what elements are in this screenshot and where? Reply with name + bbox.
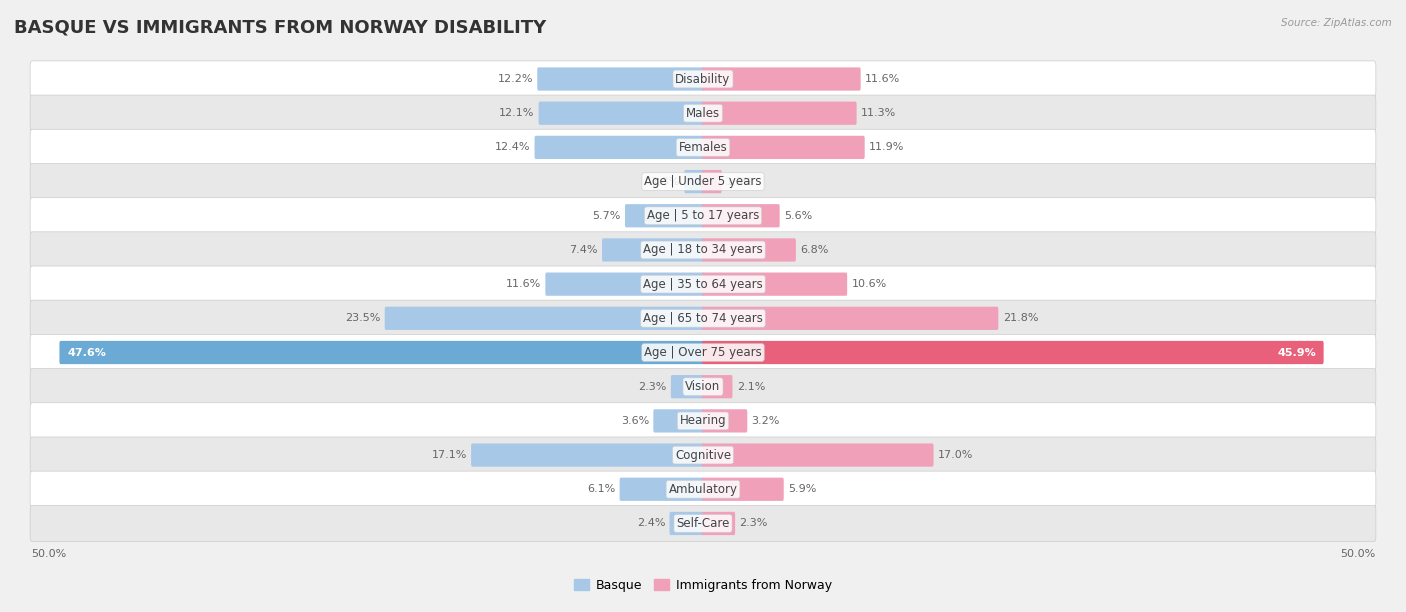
FancyBboxPatch shape [669,512,704,535]
FancyBboxPatch shape [30,334,1376,371]
FancyBboxPatch shape [30,163,1376,200]
Text: 3.6%: 3.6% [621,416,650,426]
Text: 50.0%: 50.0% [31,549,66,559]
FancyBboxPatch shape [702,238,796,261]
Text: Age | 5 to 17 years: Age | 5 to 17 years [647,209,759,222]
FancyBboxPatch shape [702,102,856,125]
FancyBboxPatch shape [546,272,704,296]
Text: Age | 35 to 64 years: Age | 35 to 64 years [643,278,763,291]
FancyBboxPatch shape [626,204,704,228]
Text: Self-Care: Self-Care [676,517,730,530]
Text: 5.9%: 5.9% [787,484,817,494]
Text: Vision: Vision [685,380,721,393]
Text: Age | 18 to 34 years: Age | 18 to 34 years [643,244,763,256]
Text: 2.4%: 2.4% [637,518,665,528]
Text: 45.9%: 45.9% [1277,348,1316,357]
Text: Source: ZipAtlas.com: Source: ZipAtlas.com [1281,18,1392,28]
FancyBboxPatch shape [702,67,860,91]
FancyBboxPatch shape [702,136,865,159]
FancyBboxPatch shape [30,437,1376,473]
FancyBboxPatch shape [702,477,783,501]
Text: Age | Under 5 years: Age | Under 5 years [644,175,762,188]
FancyBboxPatch shape [30,403,1376,439]
Text: 11.6%: 11.6% [865,74,900,84]
Text: 11.6%: 11.6% [506,279,541,289]
FancyBboxPatch shape [385,307,704,330]
FancyBboxPatch shape [30,95,1376,132]
FancyBboxPatch shape [702,375,733,398]
Text: BASQUE VS IMMIGRANTS FROM NORWAY DISABILITY: BASQUE VS IMMIGRANTS FROM NORWAY DISABIL… [14,18,547,36]
Text: Disability: Disability [675,72,731,86]
FancyBboxPatch shape [538,102,704,125]
FancyBboxPatch shape [30,266,1376,302]
Text: 6.8%: 6.8% [800,245,828,255]
Text: 2.3%: 2.3% [740,518,768,528]
FancyBboxPatch shape [30,368,1376,405]
FancyBboxPatch shape [30,471,1376,507]
Text: Males: Males [686,106,720,120]
Text: Age | Over 75 years: Age | Over 75 years [644,346,762,359]
FancyBboxPatch shape [30,61,1376,97]
Text: 3.2%: 3.2% [752,416,780,426]
FancyBboxPatch shape [620,477,704,501]
FancyBboxPatch shape [30,198,1376,234]
Text: 12.1%: 12.1% [499,108,534,118]
Text: 47.6%: 47.6% [67,348,105,357]
FancyBboxPatch shape [685,170,704,193]
Text: 21.8%: 21.8% [1002,313,1038,323]
FancyBboxPatch shape [534,136,704,159]
Text: 17.0%: 17.0% [938,450,973,460]
FancyBboxPatch shape [702,170,721,193]
FancyBboxPatch shape [702,272,848,296]
Text: 5.6%: 5.6% [785,211,813,221]
Text: Hearing: Hearing [679,414,727,427]
Text: 2.3%: 2.3% [638,382,666,392]
Text: 5.7%: 5.7% [592,211,620,221]
Text: Ambulatory: Ambulatory [668,483,738,496]
Text: 12.2%: 12.2% [498,74,533,84]
Text: 1.3%: 1.3% [652,177,681,187]
FancyBboxPatch shape [702,512,735,535]
Text: 2.1%: 2.1% [737,382,765,392]
Text: 10.6%: 10.6% [852,279,887,289]
FancyBboxPatch shape [702,444,934,467]
FancyBboxPatch shape [654,409,704,433]
FancyBboxPatch shape [702,341,1323,364]
Legend: Basque, Immigrants from Norway: Basque, Immigrants from Norway [574,578,832,592]
FancyBboxPatch shape [30,300,1376,337]
Text: 23.5%: 23.5% [344,313,381,323]
FancyBboxPatch shape [537,67,704,91]
Text: Cognitive: Cognitive [675,449,731,461]
FancyBboxPatch shape [59,341,704,364]
Text: Females: Females [679,141,727,154]
Text: 50.0%: 50.0% [1340,549,1375,559]
Text: Age | 65 to 74 years: Age | 65 to 74 years [643,312,763,325]
FancyBboxPatch shape [602,238,704,261]
Text: 11.9%: 11.9% [869,143,904,152]
FancyBboxPatch shape [30,506,1376,542]
Text: 6.1%: 6.1% [588,484,616,494]
Text: 11.3%: 11.3% [860,108,896,118]
FancyBboxPatch shape [702,307,998,330]
FancyBboxPatch shape [30,232,1376,268]
FancyBboxPatch shape [702,204,780,228]
FancyBboxPatch shape [671,375,704,398]
FancyBboxPatch shape [30,129,1376,165]
FancyBboxPatch shape [471,444,704,467]
Text: 7.4%: 7.4% [569,245,598,255]
FancyBboxPatch shape [702,409,747,433]
Text: 1.3%: 1.3% [725,177,754,187]
Text: 17.1%: 17.1% [432,450,467,460]
Text: 12.4%: 12.4% [495,143,530,152]
